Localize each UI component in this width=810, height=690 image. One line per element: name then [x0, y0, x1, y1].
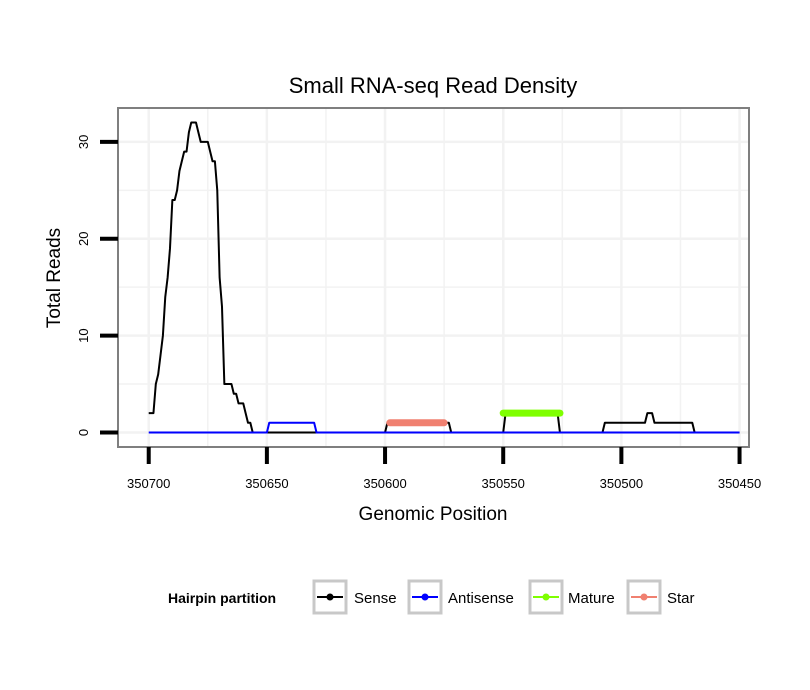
- legend-key-dot: [640, 593, 648, 601]
- y-tick-label: 10: [76, 328, 91, 342]
- series-antisense-line: [148, 421, 740, 434]
- x-tick-label: 350450: [718, 476, 761, 491]
- legend-entry-sense: Sense: [312, 579, 397, 615]
- legend-key-dot: [326, 593, 334, 601]
- legend-key-dot: [542, 593, 550, 601]
- legend-label: Antisense: [448, 590, 514, 607]
- legend-title: Hairpin partition: [168, 590, 276, 606]
- legend-label: Star: [667, 590, 695, 607]
- legend-label: Sense: [354, 590, 397, 607]
- legend-entry-mature: Mature: [528, 579, 615, 615]
- y-tick-label: 30: [76, 135, 91, 149]
- x-tick-label: 350600: [363, 476, 406, 491]
- y-tick-label: 0: [76, 429, 91, 436]
- x-tick-label: 350550: [482, 476, 525, 491]
- y-axis-title: Total Reads: [44, 228, 65, 328]
- legend: Hairpin partition Sense Antisense Mature St…: [168, 579, 695, 615]
- legend-label: Mature: [568, 590, 615, 607]
- y-tick-label: 20: [76, 232, 91, 246]
- series-layer: [148, 121, 740, 434]
- legend-entry-star: Star: [626, 579, 695, 615]
- plot-panel-border: [117, 107, 750, 448]
- chart-title: Small RNA-seq Read Density: [289, 73, 578, 98]
- legend-key-dot: [421, 593, 429, 601]
- legend-entry-antisense: Antisense: [407, 579, 514, 615]
- x-tick-label: 350700: [127, 476, 170, 491]
- x-axis: 350700 350650 350600 350550 350500 350450: [127, 447, 761, 491]
- x-tick-label: 350500: [600, 476, 643, 491]
- legend-entries: Sense Antisense Mature Star: [312, 579, 695, 615]
- y-axis: 0 10 20 30: [76, 135, 118, 436]
- x-axis-title: Genomic Position: [359, 504, 508, 525]
- x-tick-label: 350650: [245, 476, 288, 491]
